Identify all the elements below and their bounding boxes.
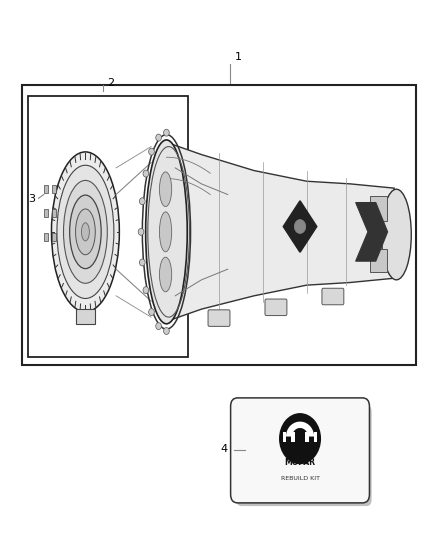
FancyBboxPatch shape [231,398,370,503]
Ellipse shape [145,140,187,324]
Bar [76,309,95,324]
Circle shape [294,220,306,233]
Ellipse shape [138,229,144,236]
Bar [370,196,387,221]
Ellipse shape [159,172,172,207]
Polygon shape [356,203,388,261]
Ellipse shape [159,212,172,252]
Ellipse shape [139,198,145,205]
Ellipse shape [51,152,119,312]
Polygon shape [283,201,317,252]
Ellipse shape [143,170,149,177]
Bar [44,185,48,193]
FancyBboxPatch shape [322,288,344,305]
Ellipse shape [57,165,114,298]
Text: 3: 3 [28,195,35,204]
Text: MOPAR: MOPAR [285,458,315,466]
Text: 2: 2 [107,78,114,87]
Ellipse shape [70,195,101,269]
Bar [22,85,416,365]
Text: 1: 1 [234,52,241,62]
Ellipse shape [143,287,149,294]
FancyBboxPatch shape [237,405,371,506]
Ellipse shape [148,148,154,155]
Bar [52,185,56,193]
FancyBboxPatch shape [265,299,287,316]
Ellipse shape [381,189,411,280]
Ellipse shape [64,180,107,284]
Bar [52,233,56,241]
Polygon shape [286,422,314,437]
Bar [283,432,286,442]
Ellipse shape [148,309,154,316]
Ellipse shape [163,327,169,335]
Bar [52,209,56,217]
Ellipse shape [156,134,162,141]
Text: REBUILD KIT: REBUILD KIT [280,475,320,481]
Bar [44,209,48,217]
Bar [28,96,188,357]
Polygon shape [166,142,394,321]
Ellipse shape [163,130,169,136]
Ellipse shape [75,209,95,255]
Text: 4: 4 [221,444,228,454]
Ellipse shape [159,257,172,292]
Bar [305,432,309,442]
Circle shape [279,413,321,464]
Bar [44,233,48,241]
Ellipse shape [156,322,162,329]
FancyBboxPatch shape [208,310,230,326]
Bar [314,432,317,442]
Bar [291,432,295,442]
Ellipse shape [139,259,145,266]
Ellipse shape [81,223,89,241]
Bar [370,249,387,272]
